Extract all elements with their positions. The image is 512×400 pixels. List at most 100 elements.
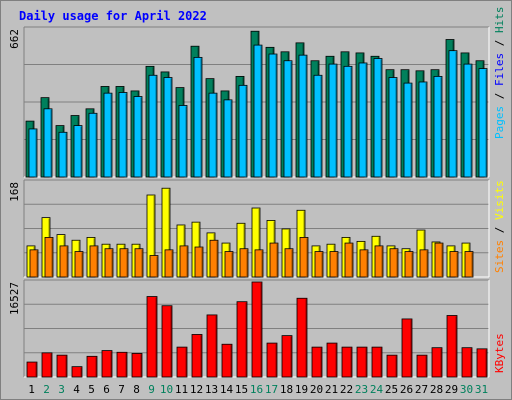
kbytes-bar — [86, 355, 98, 378]
files-bar — [223, 99, 233, 178]
files-bar — [118, 92, 128, 178]
legend-visits: Visits — [493, 180, 506, 220]
kbytes-bar — [356, 346, 368, 378]
top-max-label: 662 — [8, 29, 21, 49]
sites-bar — [134, 248, 144, 278]
panel-legends: Pages / Files / Hits Sites / Visits KBytes — [493, 7, 506, 374]
x-tick-label: 22 — [340, 383, 353, 396]
x-tick-label: 3 — [58, 383, 65, 396]
x-tick-label: 5 — [88, 383, 95, 396]
x-tick-label: 1 — [28, 383, 35, 396]
kbytes-bar — [146, 296, 158, 378]
files-bar — [268, 53, 278, 178]
kbytes-bar — [176, 346, 188, 378]
files-bar — [358, 62, 368, 178]
sites-bar — [29, 249, 39, 278]
x-tick-label: 29 — [445, 383, 458, 396]
kbytes-bar — [386, 354, 398, 378]
kbytes-bar — [401, 318, 413, 378]
x-tick-label: 23 — [355, 383, 368, 396]
x-tick-label: 15 — [235, 383, 248, 396]
kbytes-bar — [281, 335, 293, 378]
legend-pages: Pages — [493, 106, 506, 139]
kbytes-bar — [251, 281, 263, 378]
x-tick-label: 16 — [250, 383, 263, 396]
x-tick-label: 9 — [148, 383, 155, 396]
kbytes-bar — [71, 366, 83, 378]
kbytes-bar — [431, 347, 443, 378]
x-tick-label: 12 — [190, 383, 203, 396]
files-bar — [58, 131, 68, 178]
files-bar — [253, 44, 263, 178]
sites-bar — [389, 248, 399, 278]
legend-sites: Sites — [493, 240, 506, 273]
sites-bar — [224, 251, 234, 278]
files-bar — [418, 81, 428, 178]
kbytes-bar — [461, 347, 473, 378]
sites-bar — [284, 248, 294, 278]
kbytes-bar — [236, 301, 248, 378]
legend-kbytes: KBytes — [493, 333, 506, 373]
x-tick-label: 24 — [370, 383, 384, 396]
kbytes-bar — [131, 353, 143, 378]
kbytes-bar — [296, 297, 308, 378]
sites-bar — [179, 245, 189, 278]
x-tick-label: 30 — [460, 383, 473, 396]
middle-max-label: 168 — [8, 182, 21, 202]
sites-bar — [209, 239, 219, 278]
kbytes-bar — [101, 350, 113, 378]
kbytes-bar — [221, 343, 233, 378]
sites-bar — [374, 245, 384, 278]
bottom-legend: KBytes — [493, 333, 506, 373]
sites-bar — [59, 245, 69, 278]
sites-bar — [299, 237, 309, 278]
kbytes-bar — [266, 342, 278, 378]
sites-bar — [464, 251, 474, 278]
files-bar — [193, 56, 203, 178]
sites-bar — [344, 242, 354, 278]
sites-bar — [359, 249, 369, 278]
x-tick-label: 21 — [325, 383, 338, 396]
x-tick-label: 31 — [475, 383, 488, 396]
sites-bar — [254, 249, 264, 278]
sites-bar — [119, 248, 129, 278]
sites-bar — [239, 248, 249, 278]
files-bar — [163, 77, 173, 178]
kbytes-bar — [116, 351, 128, 378]
files-bar — [103, 92, 113, 178]
sites-bar — [269, 242, 279, 278]
files-bar — [388, 77, 398, 178]
kbytes-bar — [161, 305, 173, 378]
legend-sep: / — [493, 33, 506, 53]
x-tick-label: 10 — [160, 383, 173, 396]
sites-bar — [449, 251, 459, 278]
kbytes-bar — [56, 354, 68, 378]
kbytes-bar — [341, 346, 353, 378]
kbytes-bar — [371, 346, 383, 378]
kbytes-bar — [191, 334, 203, 378]
sites-bar — [314, 251, 324, 278]
legend-sep: / — [493, 220, 506, 240]
files-bar — [448, 50, 458, 178]
x-tick-label: 8 — [133, 383, 140, 396]
chart-title: Daily usage for April 2022 — [19, 9, 207, 23]
kbytes-bar — [311, 346, 323, 378]
files-bar — [283, 60, 293, 178]
x-tick-label: 19 — [295, 383, 308, 396]
files-bar — [463, 63, 473, 178]
files-bar — [478, 68, 488, 178]
files-bar — [313, 74, 323, 178]
files-bar — [343, 65, 353, 178]
x-tick-label: 18 — [280, 383, 293, 396]
sites-bar — [74, 251, 84, 278]
legend-files: Files — [493, 53, 506, 86]
files-bar — [433, 75, 443, 178]
files-bar — [208, 92, 218, 178]
panel-kbytes — [23, 279, 490, 378]
x-tick-label: 4 — [73, 383, 80, 396]
sites-bar — [329, 251, 339, 278]
files-bar — [178, 105, 188, 178]
sites-bar — [44, 237, 54, 278]
files-bar — [28, 128, 38, 178]
